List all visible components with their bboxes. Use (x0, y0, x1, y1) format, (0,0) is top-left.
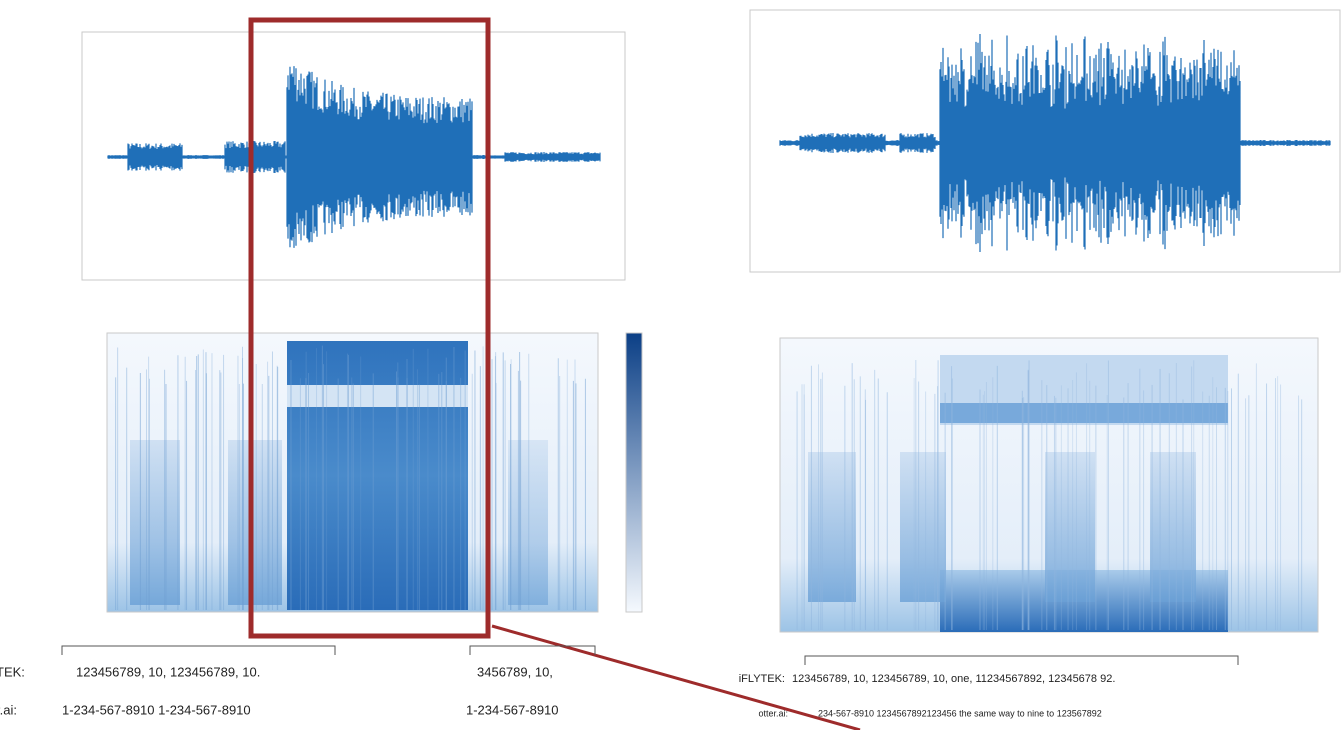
noise-block (287, 341, 468, 610)
speech-burst (808, 452, 856, 602)
transcript: 1-234-567-8910 (466, 702, 559, 717)
speech-burst (1045, 452, 1095, 602)
speech-burst (228, 440, 282, 605)
speech-burst (1150, 452, 1196, 602)
transcript-label: otter.ai: (758, 708, 788, 718)
speech-burst (900, 452, 946, 602)
brace (62, 646, 335, 655)
transcript-label: iFLYTEK: (739, 673, 785, 685)
brace (805, 656, 1238, 665)
transcript: 234-567-8910 1234567892123456 the same w… (818, 708, 1102, 718)
transcript-label: r.ai: (0, 702, 17, 717)
figure: TEK: 123456789, 10, 123456789, 10. 34567… (0, 0, 1343, 730)
speech-burst (508, 440, 548, 605)
speech-burst (130, 440, 180, 605)
transcript-label: TEK: (0, 664, 25, 679)
noise-band (287, 385, 468, 407)
transcript: 3456789, 10, (477, 664, 553, 679)
colorbar (626, 333, 642, 612)
transcript: 1-234-567-8910 1-234-567-8910 (62, 702, 251, 717)
transcript: 123456789, 10, 123456789, 10. (76, 664, 260, 679)
transcript: 123456789, 10, 123456789, 10, one, 11234… (792, 673, 1115, 685)
